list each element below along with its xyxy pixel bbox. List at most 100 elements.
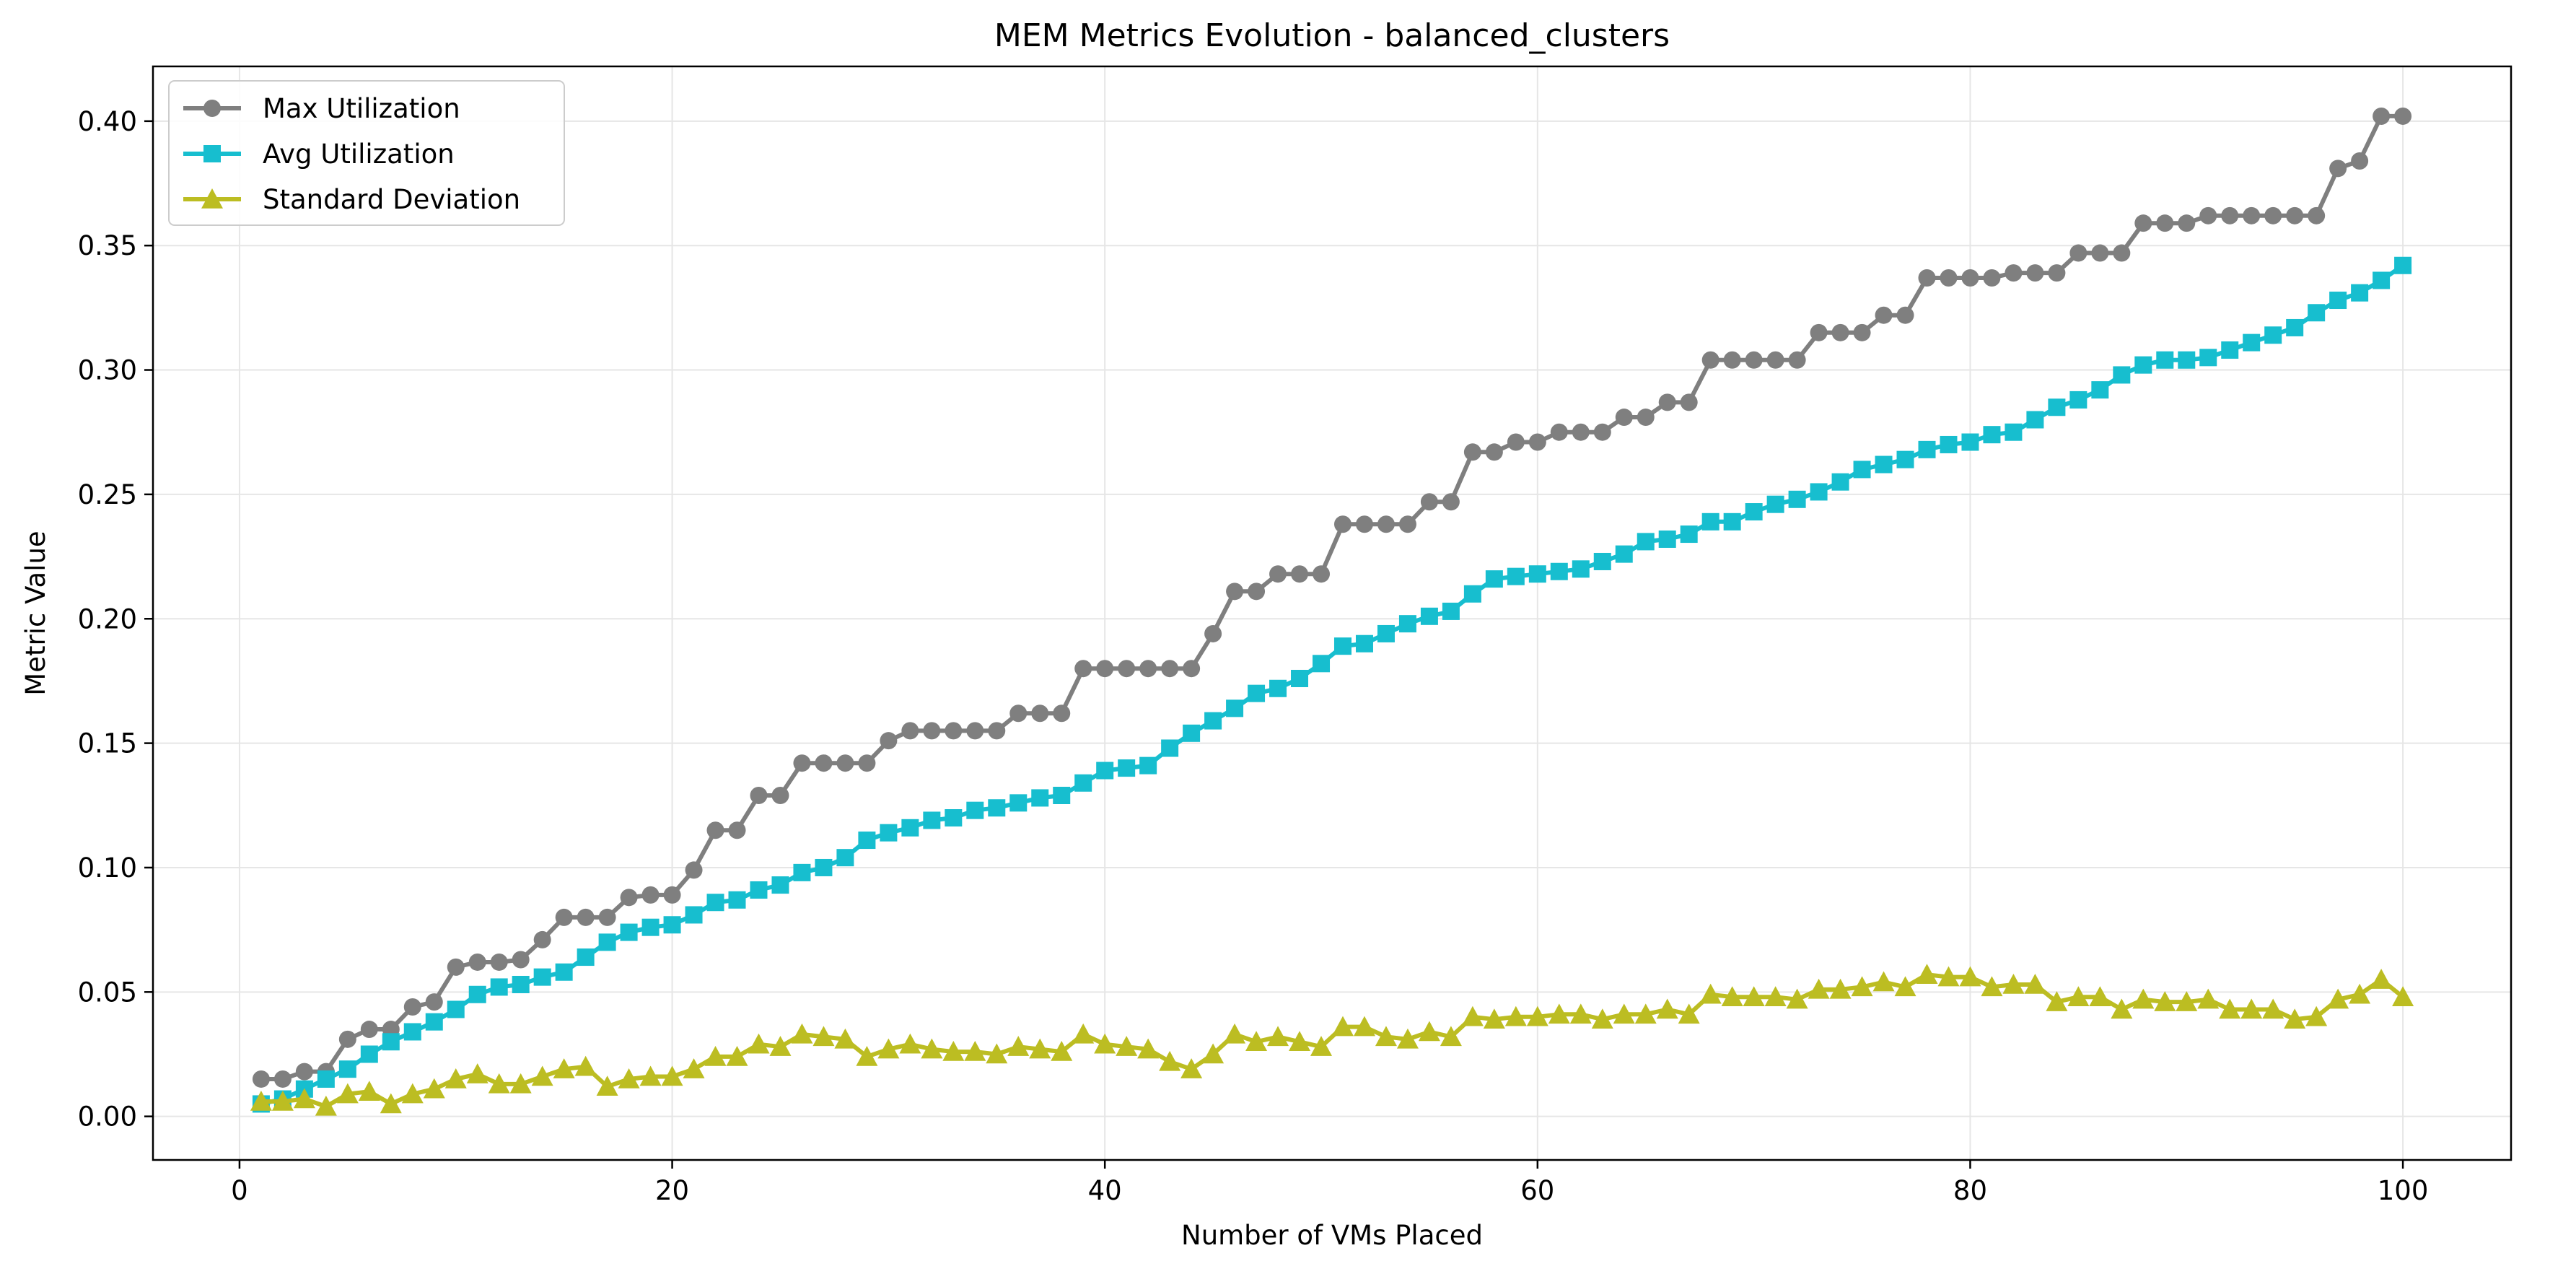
data-point-max-utilization (2005, 264, 2023, 282)
data-point-standard-deviation (1656, 998, 1678, 1019)
data-point-max-utilization (1031, 704, 1049, 723)
data-point-max-utilization (1398, 515, 1416, 533)
data-point-standard-deviation (1245, 1031, 1268, 1052)
data-point-max-utilization (728, 821, 746, 839)
legend-marker-avg-utilization (203, 145, 221, 162)
data-point-max-utilization (1550, 423, 1568, 441)
data-point-max-utilization (577, 908, 595, 926)
data-point-max-utilization (598, 908, 616, 926)
data-point-standard-deviation (1634, 1003, 1657, 1024)
data-point-max-utilization (1226, 583, 1244, 601)
data-point-avg-utilization (555, 963, 573, 981)
data-point-standard-deviation (2370, 969, 2393, 989)
data-point-max-utilization (360, 1021, 378, 1039)
data-point-standard-deviation (1310, 1036, 1333, 1056)
data-point-avg-utilization (1593, 552, 1611, 570)
data-point-avg-utilization (836, 849, 854, 867)
data-point-avg-utilization (2026, 411, 2044, 429)
data-point-standard-deviation (1851, 976, 1873, 997)
data-point-avg-utilization (945, 809, 963, 827)
data-point-standard-deviation (401, 1083, 424, 1104)
data-point-max-utilization (1680, 393, 1698, 411)
data-point-avg-utilization (1074, 774, 1092, 792)
data-point-standard-deviation (1808, 978, 1830, 999)
data-point-standard-deviation (2024, 973, 2046, 994)
data-point-standard-deviation (531, 1065, 553, 1086)
data-point-avg-utilization (1139, 756, 1157, 775)
data-point-avg-utilization (1161, 739, 1179, 757)
data-point-standard-deviation (812, 1026, 835, 1047)
data-point-max-utilization (2373, 107, 2391, 125)
data-point-standard-deviation (1613, 1003, 1635, 1024)
plot-area-frame (152, 65, 2513, 1161)
data-point-max-utilization (1248, 583, 1266, 601)
data-point-standard-deviation (1051, 1041, 1073, 1061)
y-tick-label: 0.20 (78, 603, 137, 634)
legend: Max Utilization Avg Utilization Standard D… (168, 80, 565, 226)
data-point-avg-utilization (512, 975, 530, 993)
data-point-max-utilization (1096, 660, 1114, 678)
data-point-standard-deviation (336, 1083, 359, 1104)
data-point-standard-deviation (964, 1041, 986, 1061)
data-point-avg-utilization (1788, 490, 1806, 508)
data-point-max-utilization (923, 722, 941, 740)
data-point-avg-utilization (2264, 326, 2282, 344)
data-point-standard-deviation (271, 1090, 294, 1111)
data-point-max-utilization (273, 1070, 292, 1088)
data-point-avg-utilization (2178, 351, 2196, 369)
data-point-standard-deviation (2219, 998, 2241, 1019)
data-point-avg-utilization (1291, 669, 1309, 687)
data-point-max-utilization (901, 722, 919, 740)
data-point-max-utilization (2113, 244, 2131, 262)
chart-title: MEM Metrics Evolution - balanced_cluster… (994, 17, 1670, 54)
data-point-max-utilization (2308, 206, 2326, 224)
data-point-max-utilization (2026, 264, 2044, 282)
legend-label-standard-deviation: Standard Deviation (263, 184, 520, 215)
data-point-avg-utilization (1420, 607, 1438, 625)
data-point-max-utilization (338, 1030, 356, 1048)
data-point-standard-deviation (2176, 991, 2198, 1011)
data-point-max-utilization (512, 951, 530, 969)
data-point-avg-utilization (598, 933, 616, 951)
data-point-standard-deviation (380, 1093, 402, 1114)
data-point-avg-utilization (728, 891, 746, 909)
data-point-max-utilization (663, 886, 681, 904)
data-point-max-utilization (2156, 214, 2174, 232)
legend-box (168, 80, 565, 226)
data-point-max-utilization (945, 722, 963, 740)
data-point-standard-deviation (293, 1088, 315, 1109)
data-point-avg-utilization (966, 801, 984, 819)
data-point-max-utilization (2329, 160, 2347, 178)
data-point-max-utilization (2351, 152, 2369, 170)
data-point-max-utilization (750, 787, 768, 804)
y-tick-label: 0.00 (78, 1101, 137, 1133)
data-point-max-utilization (1961, 269, 1979, 287)
data-point-standard-deviation (1504, 1005, 1527, 1026)
data-point-avg-utilization (1096, 762, 1114, 780)
data-point-standard-deviation (1678, 1003, 1700, 1024)
data-point-max-utilization (771, 787, 789, 804)
data-point-standard-deviation (769, 1036, 792, 1056)
data-point-max-utilization (2069, 244, 2087, 262)
data-point-max-utilization (1333, 515, 1351, 533)
data-point-max-utilization (1377, 515, 1395, 533)
data-point-standard-deviation (2132, 988, 2155, 1009)
data-point-avg-utilization (988, 799, 1006, 817)
data-point-max-utilization (1723, 351, 1741, 369)
data-point-avg-utilization (685, 906, 703, 924)
data-point-max-utilization (1853, 323, 1871, 341)
data-point-max-utilization (2394, 107, 2412, 125)
data-point-standard-deviation (1331, 1016, 1354, 1037)
data-point-standard-deviation (574, 1055, 597, 1076)
data-point-standard-deviation (1872, 971, 1895, 992)
data-point-standard-deviation (639, 1065, 662, 1086)
data-point-max-utilization (2134, 214, 2152, 232)
data-point-standard-deviation (423, 1078, 445, 1099)
data-point-avg-utilization (2221, 341, 2239, 359)
data-point-standard-deviation (986, 1043, 1008, 1064)
data-point-avg-utilization (2134, 356, 2152, 374)
data-point-standard-deviation (1267, 1026, 1289, 1047)
data-point-max-utilization (1053, 704, 1071, 723)
data-point-avg-utilization (577, 948, 595, 967)
data-point-avg-utilization (1355, 634, 1373, 653)
